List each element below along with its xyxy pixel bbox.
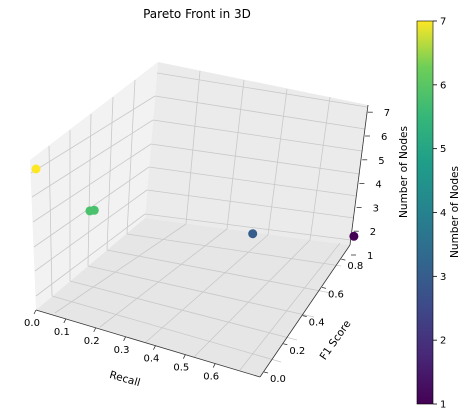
data-point — [89, 205, 99, 215]
nodes-tick-label: 5 — [378, 156, 384, 167]
f1-tick-mark — [283, 343, 288, 346]
recall-tick-mark — [123, 336, 126, 341]
recall-tick-label: 0.4 — [144, 354, 160, 365]
f1-tick-mark — [263, 371, 269, 374]
recall-tick-label: 0.1 — [54, 327, 70, 338]
nodes-ticks: 1 2 3 4 5 6 7 — [351, 108, 390, 262]
data-points — [31, 164, 359, 241]
f1-tick-mark — [341, 258, 346, 261]
colorbar-tick-label: 4 — [440, 208, 446, 219]
recall-axis-line — [35, 309, 261, 378]
recall-tick-label: 0.6 — [203, 372, 219, 383]
f1-axis-line — [259, 244, 351, 378]
f1-tick-label: 0.4 — [309, 318, 325, 329]
recall-tick-label: 0.0 — [24, 318, 40, 329]
data-point — [349, 231, 359, 241]
colorbar — [416, 20, 434, 405]
back-left-pane — [30, 62, 158, 310]
data-point — [248, 229, 258, 239]
data-point — [31, 164, 41, 174]
colorbar-tick-label: 7 — [440, 17, 446, 28]
colorbar-tick-label: 6 — [440, 80, 446, 91]
f1-tick-label: 0.0 — [270, 374, 286, 385]
recall-tick-label: 0.3 — [114, 345, 130, 356]
nodes-tick-label: 2 — [370, 227, 376, 238]
nodes-axis-label: Number of Nodes — [398, 126, 410, 218]
nodes-axis-line — [349, 104, 369, 246]
f1-ticks: 0.0 0.2 0.4 0.6 0.8 — [263, 258, 363, 385]
recall-ticks: 0.0 0.1 0.2 0.3 0.4 0.5 0.6 — [24, 309, 219, 383]
recall-tick-label: 0.5 — [173, 363, 189, 374]
recall-tick-mark — [33, 309, 37, 315]
nodes-tick-label: 1 — [367, 251, 373, 262]
nodes-tick-label: 6 — [381, 132, 387, 143]
colorbar-label: Number of Nodes — [449, 166, 461, 258]
nodes-tick-label: 7 — [384, 108, 390, 119]
recall-axis-label: Recall — [108, 369, 141, 389]
f1-tick-mark — [302, 315, 307, 317]
grid-lines — [30, 70, 368, 371]
f1-tick-mark — [321, 286, 327, 289]
chart-title: Pareto Front in 3D — [143, 7, 251, 21]
recall-tick-mark — [182, 354, 186, 359]
nodes-tick-label: 4 — [375, 180, 381, 191]
recall-tick-mark — [63, 318, 67, 324]
floor-pane — [36, 218, 350, 377]
colorbar-tick-label: 2 — [440, 336, 446, 347]
recall-tick-mark — [93, 327, 97, 333]
colorbar-tick-label: 3 — [440, 272, 446, 283]
nodes-tick-label: 3 — [373, 203, 379, 214]
recall-tick-mark — [212, 363, 216, 368]
recall-tick-label: 0.2 — [84, 336, 100, 347]
recall-tick-mark — [153, 345, 156, 350]
colorbar-ticks: 1 2 3 4 5 6 7 — [433, 17, 446, 411]
f1-tick-label: 0.2 — [289, 346, 305, 357]
colorbar-tick-label: 5 — [440, 144, 446, 155]
colorbar-tick-label: 1 — [440, 400, 446, 411]
f1-tick-label: 0.8 — [347, 261, 363, 272]
f1-tick-label: 0.6 — [328, 289, 344, 300]
back-right-pane — [145, 62, 368, 245]
